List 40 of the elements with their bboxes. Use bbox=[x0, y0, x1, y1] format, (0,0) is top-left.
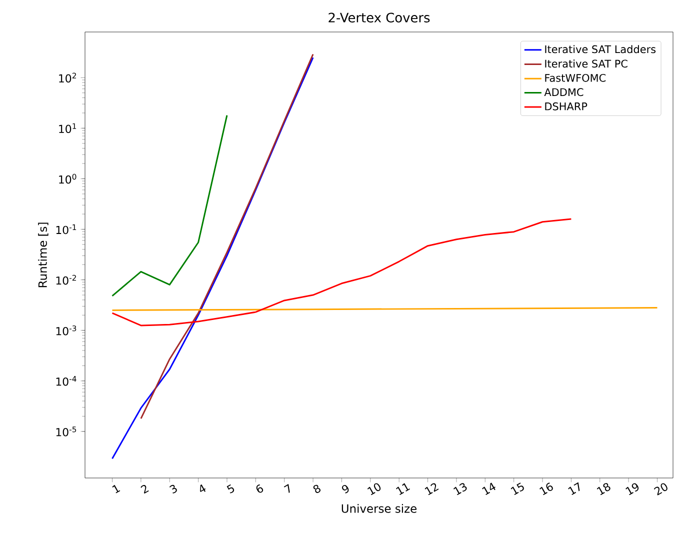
x-tick-label: 13 bbox=[453, 483, 467, 496]
x-tick-label: 16 bbox=[540, 482, 553, 496]
x-tick-label: 20 bbox=[654, 483, 668, 496]
x-tick-label: 5 bbox=[226, 484, 234, 494]
x-tick-label: 6 bbox=[256, 484, 264, 493]
line-series bbox=[112, 218, 572, 326]
x-tick-label: 3 bbox=[169, 484, 177, 494]
y-tick-label: 10$^{-5}$ bbox=[56, 426, 76, 436]
y-tick-label: 10$^{-2}$ bbox=[56, 274, 76, 285]
y-tick-label: 10$^{0}$ bbox=[59, 174, 76, 184]
x-tick-label: 9 bbox=[342, 484, 349, 494]
x-tick-label: 10 bbox=[367, 483, 381, 496]
x-tick-label: 8 bbox=[313, 484, 320, 493]
x-tick-label: 18 bbox=[596, 483, 610, 496]
legend-label: FastWFOMC bbox=[545, 74, 606, 82]
y-tick-label: 10$^{-1}$ bbox=[56, 224, 76, 234]
legend-label: ADDMC bbox=[544, 88, 584, 96]
y-tick-label: 10$^{-3}$ bbox=[56, 325, 76, 336]
y-tick-label: 10$^{2}$ bbox=[59, 72, 76, 83]
legend-label: Iterative SAT PC bbox=[545, 60, 628, 68]
x-tick-label: 1 bbox=[112, 484, 120, 494]
x-axis-title: Universe size bbox=[342, 504, 417, 513]
y-axis-title: Runtime [s] bbox=[38, 222, 48, 288]
x-tick-label: 12 bbox=[424, 483, 439, 496]
line-series bbox=[140, 54, 314, 420]
legend-label: Iterative SAT Ladders bbox=[545, 45, 656, 54]
legend-label: DSHARP bbox=[545, 102, 588, 110]
x-tick-label: 11 bbox=[396, 483, 410, 496]
y-tick-label: 10$^{-4}$ bbox=[56, 376, 76, 386]
x-tick-label: 17 bbox=[568, 482, 580, 496]
chart-title: 2-Vertex Covers bbox=[328, 12, 430, 22]
x-tick-label: 7 bbox=[284, 484, 290, 493]
x-tick-label: 15 bbox=[510, 482, 524, 496]
x-tick-label: 4 bbox=[200, 484, 206, 492]
line-series bbox=[112, 114, 228, 297]
x-tick-label: 14 bbox=[482, 482, 496, 496]
y-tick-label: 10$^{1}$ bbox=[59, 123, 76, 134]
x-tick-label: 19 bbox=[626, 483, 639, 496]
x-tick-label: 2 bbox=[140, 485, 149, 494]
line-series bbox=[112, 56, 314, 460]
